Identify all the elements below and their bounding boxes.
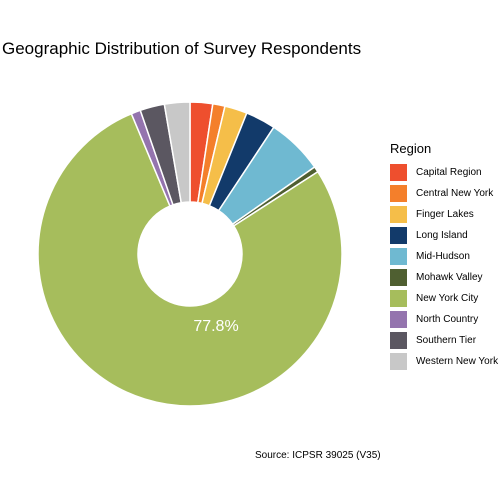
legend-swatch (390, 163, 407, 181)
chart-title: Geographic Distribution of Survey Respon… (2, 39, 362, 58)
legend-label: New York City (416, 292, 479, 304)
legend-item: Central New York (390, 183, 498, 203)
legend-swatch (390, 226, 407, 244)
legend-swatch (390, 268, 407, 286)
legend-swatch (390, 331, 407, 349)
legend-items: Capital Region Central New York Finger Lak… (390, 162, 498, 371)
legend-swatch (390, 289, 407, 307)
legend-item: Mid-Hudson (390, 246, 498, 266)
legend-item: New York City (390, 288, 498, 308)
legend-swatch (390, 352, 407, 370)
legend-label: Southern Tier (416, 334, 477, 346)
legend-swatch (390, 184, 407, 202)
legend-label: North Country (416, 313, 479, 325)
legend-label: Western New York (416, 355, 499, 367)
slice-western-new-york (163, 101, 191, 204)
legend-label: Central New York (416, 187, 494, 199)
legend-item: Capital Region (390, 162, 498, 182)
legend-label: Long Island (416, 229, 468, 241)
donut-slices (37, 101, 343, 407)
legend-label: Capital Region (416, 166, 482, 178)
legend-swatch (390, 247, 407, 265)
legend-item: Mohawk Valley (390, 267, 498, 287)
legend-label: Mohawk Valley (416, 271, 483, 283)
legend-swatch (390, 310, 407, 328)
legend-label: Mid-Hudson (416, 250, 470, 262)
source-caption: Source: ICPSR 39025 (V35) (255, 450, 381, 461)
legend: Region Capital Region Central New York Fin… (390, 141, 498, 372)
legend-label: Finger Lakes (416, 208, 474, 220)
legend-swatch (390, 205, 407, 223)
slice-percent-label: 77.8% (193, 318, 238, 335)
legend-item: Southern Tier (390, 330, 498, 350)
legend-item: Finger Lakes (390, 204, 498, 224)
legend-item: North Country (390, 309, 498, 329)
legend-title: Region (390, 141, 432, 156)
slice-new-york-city (37, 112, 343, 407)
legend-item: Western New York (390, 351, 498, 371)
legend-item: Long Island (390, 225, 498, 245)
